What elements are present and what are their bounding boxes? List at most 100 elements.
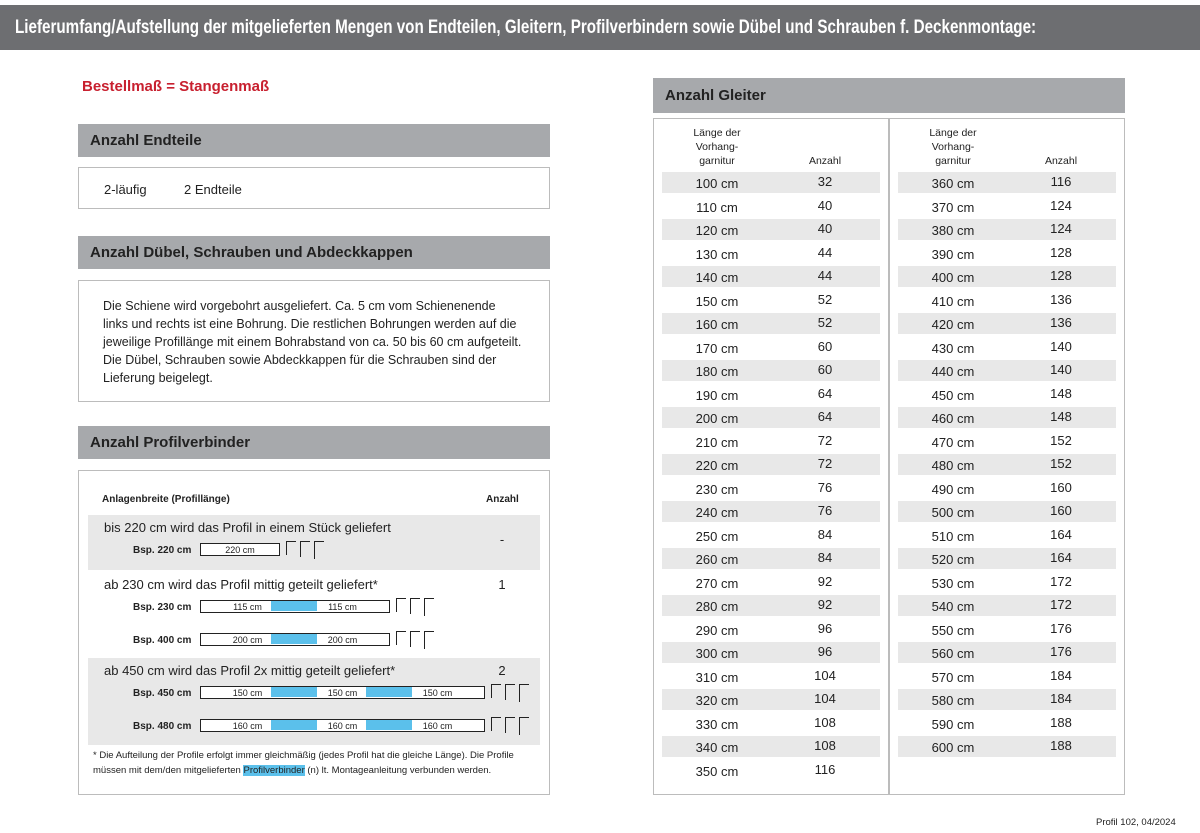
row-shade [662,266,880,287]
end-cap [505,717,515,733]
end-cap [314,541,324,559]
duebel-box [78,280,550,402]
row-shade [662,172,880,193]
count: 96 [817,620,833,636]
count: 52 [817,291,833,307]
end-cap [491,717,501,731]
connector [271,601,317,611]
end-cap [410,598,420,614]
row-shade [898,642,1116,663]
row-shade [662,454,880,475]
length: 480 cm [931,458,975,473]
column-header: Anlagenbreite (Profillänge) [102,494,230,505]
count: 116 [1050,174,1072,189]
count: 124 [1050,197,1072,213]
section-title: Anzahl Dübel, Schrauben und Abdeckkappen [78,236,550,269]
connector [271,634,317,644]
row-shade [662,501,880,522]
column-header: Vorhang- [695,141,739,153]
length: 230 cm [695,481,739,497]
length: 540 cm [931,599,975,614]
group-text: ab 450 cm wird das Profil 2x mittig gete… [104,663,396,678]
length: 130 cm [695,246,739,262]
count: 52 [817,315,833,330]
group-count: - [499,532,505,547]
length: 200 cm [695,411,739,426]
count: 152 [1050,456,1072,471]
column-header: garnitur [935,155,971,167]
count: 76 [817,479,833,495]
length: 530 cm [931,575,975,591]
row-shade [662,219,880,240]
count: 72 [817,456,833,471]
segment-label: 200 cm [232,635,263,645]
segment-label: 150 cm [232,688,263,698]
count: 108 [814,714,836,730]
length: 320 cm [695,693,739,708]
row-shade [662,736,880,757]
length: 170 cm [695,340,739,356]
length: 510 cm [931,528,975,544]
length: 580 cm [931,693,975,708]
length: 520 cm [931,552,975,567]
row-shade [662,360,880,381]
length: 590 cm [931,716,975,732]
column-header: garnitur [699,155,735,167]
length: 340 cm [695,740,739,755]
footnote-text: (n) lt. Montageanleitung verbunden werde… [304,765,492,776]
count: 60 [817,362,833,377]
length: 560 cm [931,646,975,661]
length: 450 cm [931,387,975,403]
row-shade [898,313,1116,334]
length: 250 cm [695,528,739,544]
length: 300 cm [695,646,739,661]
row-shade [662,407,880,428]
length: 140 cm [695,270,739,285]
segment-label: 200 cm [327,635,358,645]
length: 290 cm [695,622,739,638]
count: 64 [817,409,833,424]
count: 116 [814,761,836,777]
count: 148 [1050,385,1072,401]
footnote: müssen mit dem/den mitgelieferten Profil… [93,765,491,776]
length: 180 cm [695,364,739,379]
length: 120 cm [695,223,739,238]
count: 40 [817,221,833,236]
column-header: Anzahl [1044,155,1078,167]
end-cap [300,541,310,557]
count: 140 [1050,338,1072,354]
count: 164 [1050,526,1072,542]
count: 44 [817,244,833,260]
length: 260 cm [695,552,739,567]
length: 240 cm [695,505,739,520]
segment-label: 160 cm [422,721,453,731]
end-cap [396,598,406,612]
row-shade [898,595,1116,616]
row-shade [898,548,1116,569]
length: 210 cm [695,434,739,450]
section-title: Anzahl Profilverbinder [78,426,550,459]
count: 72 [817,432,833,448]
length: 330 cm [695,716,739,732]
length: 190 cm [695,387,739,403]
count: 184 [1050,667,1072,683]
row-shade [662,642,880,663]
group-count: 2 [498,663,506,678]
group-count: 1 [498,577,506,592]
count: 124 [1050,221,1072,236]
count: 104 [814,691,836,706]
row-shade [898,172,1116,193]
end-cap [519,684,529,702]
length: 550 cm [931,622,975,638]
row-shade [662,548,880,569]
length: 280 cm [695,599,739,614]
end-cap [505,684,515,700]
row-shade [898,689,1116,710]
length: 220 cm [695,458,739,473]
row-shade [898,454,1116,475]
group-text: ab 230 cm wird das Profil mittig geteilt… [104,577,378,592]
count: 172 [1050,573,1072,589]
cell: 2-läufig [104,182,147,197]
count: 104 [814,667,836,683]
